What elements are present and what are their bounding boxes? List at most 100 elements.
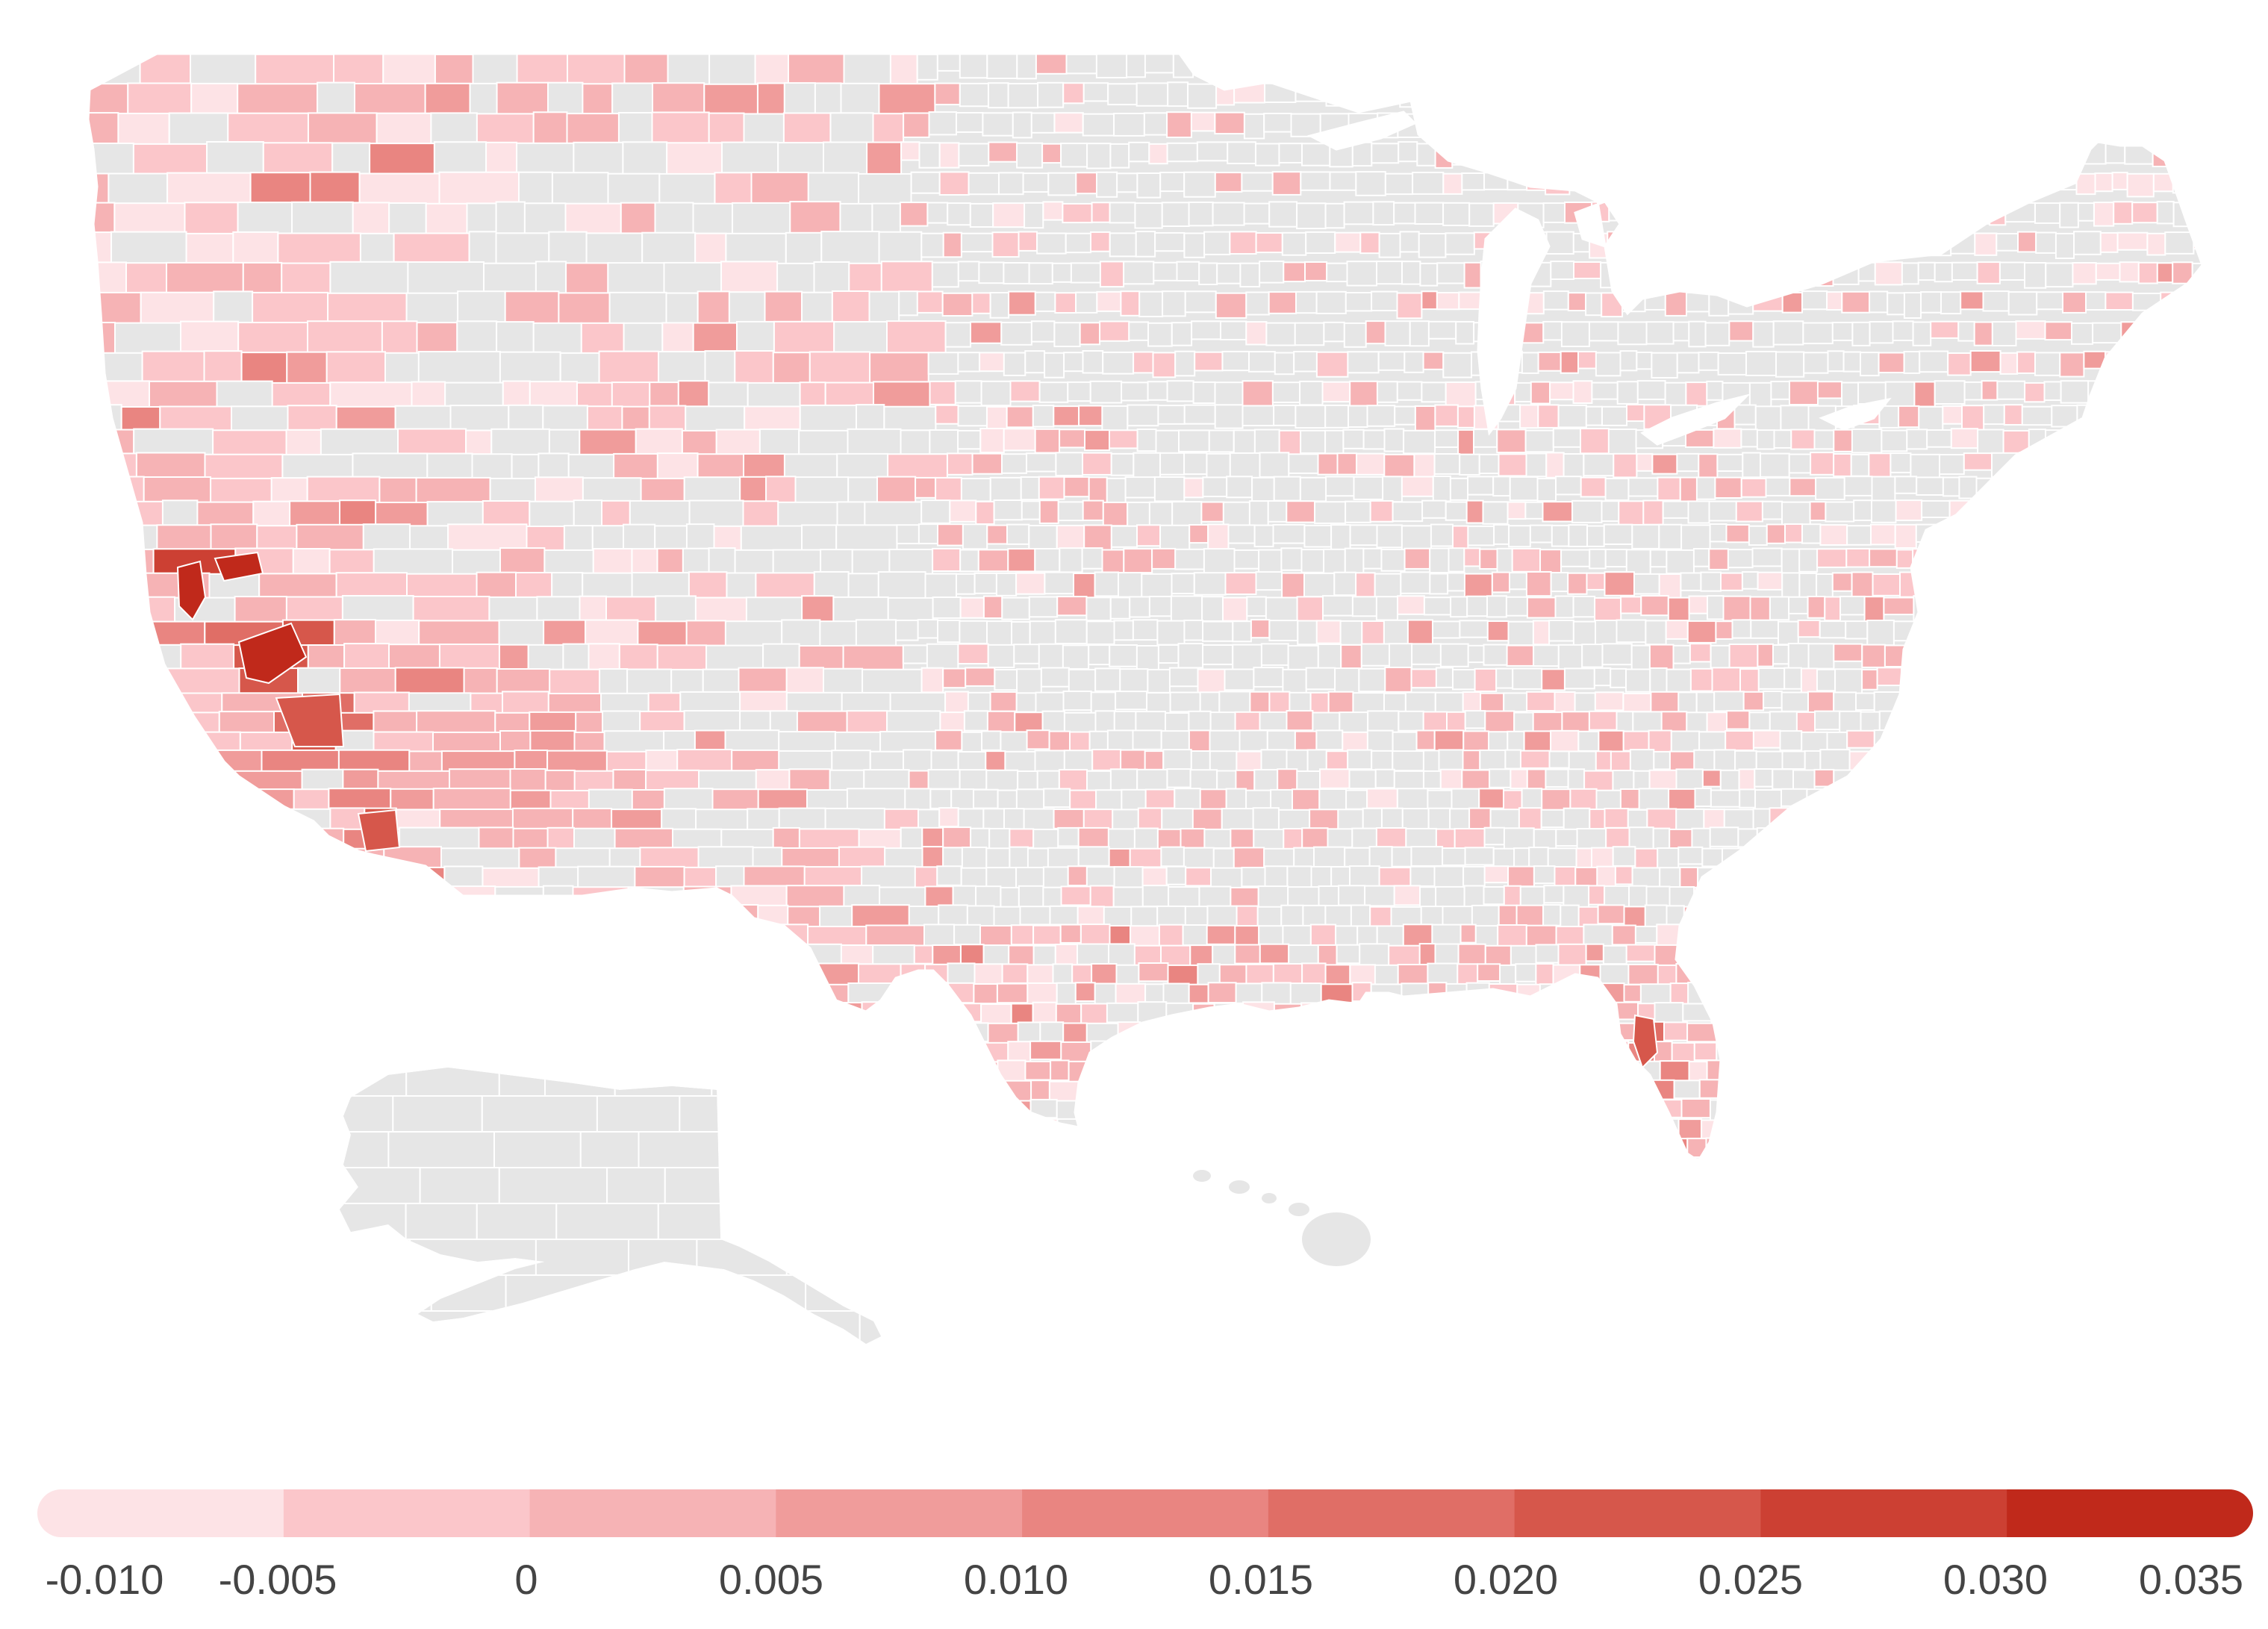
county-2592	[2112, 885, 2143, 907]
county-1438	[995, 572, 1018, 597]
county-3226	[1534, 1061, 1562, 1084]
county-785	[1442, 352, 1473, 379]
county-1532	[1466, 595, 1489, 617]
county-480	[1334, 231, 1362, 253]
county-1019	[1740, 429, 1758, 448]
county-725	[1772, 320, 1804, 346]
county-56	[1831, 54, 1862, 72]
county-3602	[1919, 1156, 1950, 1161]
county-2435	[1898, 847, 1915, 868]
county-2752	[625, 943, 683, 985]
county-1996	[2030, 729, 2051, 748]
county-1226	[1369, 499, 1394, 523]
county-2820	[394, 964, 476, 1009]
county-1891	[1286, 710, 1314, 732]
county-1399	[1816, 548, 1848, 568]
county-883	[1981, 380, 1998, 401]
county-1064	[1110, 452, 1135, 476]
county-3486	[877, 1137, 922, 1161]
county-538	[957, 261, 980, 282]
county-2363	[1931, 826, 1950, 846]
county-424	[1781, 202, 1809, 228]
county-2213	[1847, 788, 1868, 812]
county-3457	[1901, 1118, 1925, 1139]
county-499	[1762, 231, 1782, 252]
county-2352	[1669, 828, 1693, 850]
county-2669	[2190, 906, 2202, 929]
county-418	[1650, 201, 1669, 228]
county-2573	[1693, 886, 1718, 913]
county-591	[2137, 261, 2158, 284]
county-860	[1474, 381, 1495, 400]
county-788	[1521, 352, 1539, 374]
county-65	[2044, 54, 2072, 72]
county-1594	[1156, 620, 1186, 646]
county-579	[1874, 261, 1903, 286]
county-476	[1229, 231, 1257, 255]
county-274	[1766, 141, 1793, 164]
county-1762	[1625, 668, 1651, 693]
county-3361	[1364, 1099, 1392, 1121]
county-2482	[1286, 865, 1312, 890]
county-875	[1789, 380, 1819, 405]
county-43	[1546, 54, 1566, 75]
county-735	[1991, 321, 2017, 347]
county-1828	[1526, 691, 1556, 712]
county-1704	[1977, 643, 2003, 664]
county-1024	[1833, 429, 1854, 452]
county-1523	[1246, 596, 1267, 617]
county-647	[1664, 290, 1688, 317]
county-692	[1000, 322, 1032, 346]
alaska-borough-3661	[505, 1274, 632, 1312]
county-731	[1912, 321, 1932, 346]
county-1212	[1038, 499, 1059, 524]
county-1533	[1486, 595, 1507, 618]
county-2048	[1504, 749, 1522, 770]
county-2958	[2166, 983, 2184, 1008]
county-2290	[1969, 808, 2001, 831]
county-3089	[1812, 1022, 1843, 1043]
alaska-borough-3665	[867, 1274, 881, 1312]
county-2307	[304, 827, 345, 877]
county-2809	[2130, 943, 2149, 965]
county-1018	[1713, 428, 1742, 449]
county-57	[1860, 54, 1884, 79]
county-1895	[1398, 710, 1424, 732]
county-840	[954, 380, 982, 404]
county-45	[1584, 54, 1611, 78]
county-1246	[1825, 501, 1855, 523]
county-2529	[332, 885, 372, 926]
county-2177	[973, 788, 999, 809]
county-1983	[1725, 730, 1754, 751]
county-2030	[1091, 749, 1122, 771]
county-238	[958, 143, 990, 166]
county-2585	[1960, 885, 1984, 912]
county-1316	[1680, 524, 1711, 552]
county-2814	[88, 964, 132, 997]
county-786	[1471, 351, 1501, 376]
legend-bin-2	[529, 1489, 776, 1537]
county-1240	[1687, 500, 1710, 524]
county-1412	[2106, 548, 2126, 576]
county-2724	[1801, 924, 1833, 947]
county-419	[1668, 202, 1699, 221]
county-3103	[2124, 1021, 2155, 1047]
county-1079	[1478, 453, 1500, 475]
county-1930	[2184, 711, 2202, 732]
county-1593	[1132, 619, 1159, 641]
county-464	[942, 231, 962, 258]
county-3106	[2194, 1022, 2202, 1043]
county-2008	[147, 750, 216, 799]
county-342	[1698, 172, 1725, 199]
county-2565	[1519, 885, 1545, 907]
county-918	[1078, 405, 1103, 427]
county-2647	[1683, 906, 1714, 926]
county-3066	[1271, 1021, 1297, 1044]
county-1887	[1188, 710, 1212, 734]
county-2670	[2220, 905, 2238, 923]
county-3593	[1722, 1158, 1748, 1161]
county-618	[1008, 290, 1036, 316]
county-36	[1395, 54, 1427, 75]
county-818	[2165, 350, 2183, 373]
county-283	[1972, 141, 1991, 165]
